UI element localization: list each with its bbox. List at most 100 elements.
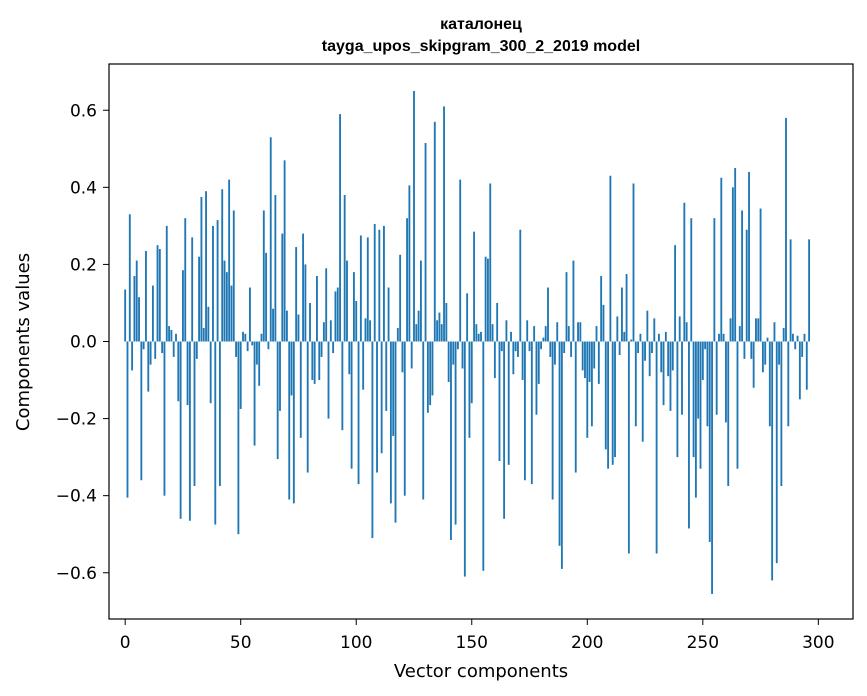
bar-3 [131,341,134,371]
bar-167 [510,331,512,342]
bar-152 [475,324,478,342]
bar-157 [487,258,489,342]
bar-178 [535,341,538,415]
bar-62 [267,341,270,350]
bar-112 [383,225,385,342]
bar-252 [706,341,709,427]
chart-title-line2: tayga_upos_skipgram_300_2_2019 model [322,38,640,55]
bar-39 [214,341,217,525]
bar-184 [549,341,552,357]
bar-254 [711,341,713,594]
bar-88 [327,341,330,419]
bar-181 [542,337,545,342]
bar-96 [346,260,348,342]
bar-201 [588,341,591,382]
bar-133 [431,341,434,396]
bar-266 [738,326,741,342]
bar-288 [789,239,792,342]
bar-245 [690,218,693,342]
bar-124 [410,341,413,369]
bar-177 [533,326,536,342]
bar-59 [260,333,263,342]
bar-65 [274,195,277,342]
bar-50 [239,341,242,409]
bar-29 [191,237,194,342]
bar-148 [466,293,469,342]
bar-26 [184,218,187,342]
bar-55 [251,341,254,346]
bar-58 [258,341,261,386]
bar-57 [255,341,258,365]
bar-19 [168,326,170,342]
bar-45 [228,179,231,342]
bar-140 [447,341,450,382]
bar-259 [722,333,725,342]
bar-219 [630,339,633,342]
bar-153 [477,333,480,342]
bar-185 [551,341,554,500]
bar-122 [406,218,408,342]
bar-94 [341,341,344,431]
bar-272 [752,341,755,388]
bar-189 [560,341,563,569]
bar-154 [480,331,482,342]
bar-67 [279,341,281,411]
bar-12 [151,285,154,342]
bar-171 [519,229,522,342]
bar-138 [443,106,445,342]
x-tick-label: 250 [687,633,719,653]
bar-14 [156,245,159,342]
bar-163 [500,341,503,352]
bar-120 [401,341,404,373]
bar-70 [285,310,288,342]
bar-233 [662,341,665,406]
bar-71 [288,341,291,500]
bar-267 [741,210,744,342]
bar-147 [463,341,466,577]
bar-18 [165,225,168,342]
bar-296 [808,239,811,342]
bar-295 [805,341,808,390]
bars-group [124,90,811,594]
bar-150 [470,341,473,404]
bar-85 [320,341,323,357]
bar-108 [373,223,376,342]
bar-102 [359,235,362,342]
bar-234 [664,331,667,342]
bar-90 [332,341,335,354]
bar-68 [281,233,284,342]
bar-135 [436,320,439,342]
bar-74 [295,247,298,342]
bar-75 [297,314,300,342]
bar-30 [193,341,196,487]
bar-166 [507,341,510,465]
bar-290 [794,341,797,350]
bar-145 [459,179,462,342]
bar-117 [394,341,397,523]
bar-269 [745,229,748,342]
bar-141 [450,341,452,540]
bar-279 [768,341,771,427]
bar-38 [212,225,214,342]
bar-193 [570,341,573,357]
bar-61 [265,252,268,342]
bar-43 [223,260,226,342]
bar-205 [597,341,600,384]
y-tick-label: 0.4 [70,178,97,198]
bar-223 [639,333,642,342]
y-axis-label: Components values [13,253,34,431]
bar-264 [734,168,737,342]
bar-8 [142,341,145,350]
bar-280 [771,341,774,581]
bar-275 [759,208,762,342]
bar-253 [708,341,711,542]
bar-200 [586,341,589,438]
plot-frame [108,63,854,620]
bar-47 [232,210,235,342]
bar-77 [302,233,305,342]
bar-244 [688,341,690,529]
bar-160 [493,341,496,379]
bar-287 [787,341,790,427]
bar-218 [627,341,630,554]
